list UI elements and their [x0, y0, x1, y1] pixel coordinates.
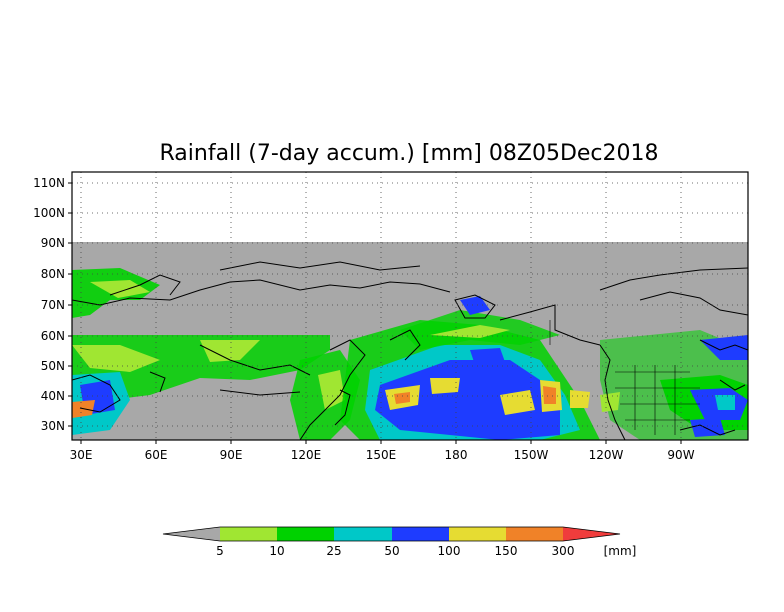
lon-label-120w: 120W	[589, 448, 624, 462]
lat-label-40n: 40N	[41, 389, 65, 403]
lon-labels: 30E 60E 90E 120E 150E 180 150W 120W 90W	[70, 448, 695, 462]
legend-swatch-5-10	[220, 527, 277, 541]
legend-swatch-above-300	[563, 527, 620, 541]
color-legend: 5 10 25 50 100 150 300 [mm]	[162, 526, 637, 558]
state-boundaries	[549, 320, 700, 435]
legend-label-300: 300	[552, 544, 575, 558]
coastlines	[72, 261, 748, 440]
legend-label-25: 25	[326, 544, 341, 558]
legend-label-150: 150	[495, 544, 518, 558]
map-frame	[71, 171, 749, 441]
lat-ticks	[68, 182, 72, 427]
lat-label-70n: 70N	[41, 298, 65, 312]
legend-swatch-50-100	[392, 527, 449, 541]
legend-swatch-10-25	[277, 527, 334, 541]
lat-label-30n: 30N	[41, 419, 65, 433]
lon-label-90w: 90W	[667, 448, 694, 462]
legend-label-50: 50	[384, 544, 399, 558]
lon-label-150w: 150W	[514, 448, 549, 462]
lat-label-110n: 110N	[33, 176, 65, 190]
precipitation-field	[72, 268, 748, 440]
lon-label-60e: 60E	[145, 448, 168, 462]
map-title: Rainfall (7-day accum.) [mm] 08Z05Dec201…	[159, 141, 658, 166]
legend-unit: [mm]	[604, 544, 637, 558]
legend-swatch-100-150	[449, 527, 506, 541]
legend-swatch-25-50	[334, 527, 392, 541]
lon-ticks	[80, 440, 682, 444]
map-panel	[72, 172, 748, 440]
lon-label-150e: 150E	[366, 448, 397, 462]
legend-label-100: 100	[438, 544, 461, 558]
lat-label-100n: 100N	[33, 206, 65, 220]
lon-label-180: 180	[445, 448, 468, 462]
lat-label-80n: 80N	[41, 267, 65, 281]
lat-label-60n: 60N	[41, 329, 65, 343]
legend-label-10: 10	[269, 544, 284, 558]
lat-label-50n: 50N	[41, 359, 65, 373]
lon-label-90e: 90E	[220, 448, 243, 462]
lat-label-90n: 90N	[41, 236, 65, 250]
legend-swatch-150-300	[506, 527, 563, 541]
legend-swatch-below-5	[163, 527, 220, 541]
lon-label-120e: 120E	[291, 448, 322, 462]
lat-labels: 110N 100N 90N 80N 70N 60N 50N 40N 30N	[33, 176, 65, 433]
lon-label-30e: 30E	[70, 448, 93, 462]
legend-label-5: 5	[216, 544, 224, 558]
